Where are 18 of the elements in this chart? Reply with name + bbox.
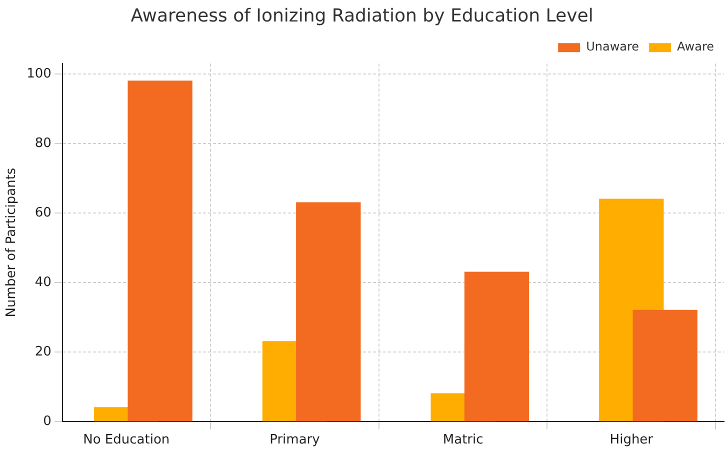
x-tick-label: Primary — [270, 432, 320, 448]
bar — [464, 272, 530, 422]
chart-title: Awareness of Ionizing Radiation by Education Level — [130, 5, 594, 26]
bar — [296, 202, 361, 422]
x-tick-label: No Education — [83, 432, 170, 448]
y-tick-label: 80 — [34, 136, 52, 151]
x-tick-label: Higher — [610, 432, 654, 448]
legend-label: Aware — [677, 40, 714, 54]
bar — [128, 80, 192, 422]
legend-label: Unaware — [586, 40, 640, 54]
y-tick-label: 20 — [34, 344, 52, 360]
y-axis-title: Number of Participants — [4, 168, 20, 318]
y-tick-label: 0 — [43, 414, 52, 429]
x-tick-label: Matric — [442, 432, 484, 448]
bar — [632, 310, 698, 422]
y-tick-label: 100 — [26, 66, 52, 82]
y-tick-label: 40 — [34, 274, 52, 290]
y-tick-label: 60 — [34, 205, 52, 220]
